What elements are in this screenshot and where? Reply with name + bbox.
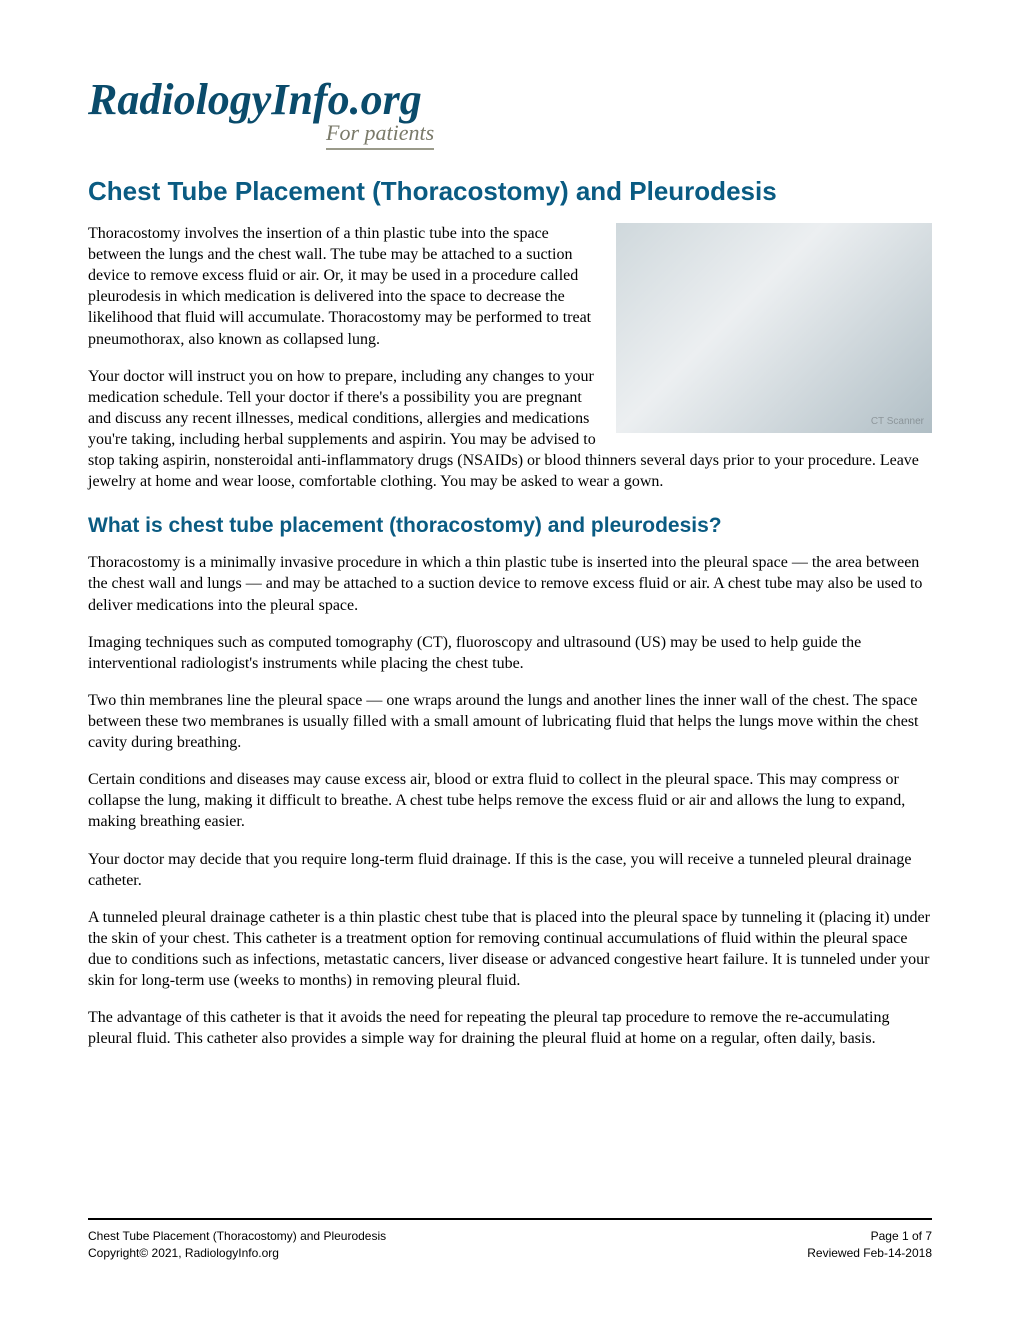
footer-reviewed-date: Reviewed Feb-14-2018 (807, 1245, 932, 1262)
body-paragraph: Certain conditions and diseases may caus… (88, 769, 932, 832)
body-paragraph: The advantage of this catheter is that i… (88, 1007, 932, 1049)
logo-sub-text: For patients (326, 120, 434, 150)
page-footer: Chest Tube Placement (Thoracostomy) and … (88, 1218, 932, 1262)
footer-right: Page 1 of 7 Reviewed Feb-14-2018 (807, 1228, 932, 1262)
footer-doc-title: Chest Tube Placement (Thoracostomy) and … (88, 1228, 386, 1245)
footer-row: Chest Tube Placement (Thoracostomy) and … (88, 1228, 932, 1262)
footer-page-number: Page 1 of 7 (807, 1228, 932, 1245)
body-paragraph: A tunneled pleural drainage catheter is … (88, 907, 932, 991)
page-content: RadiologyInfo.org For patients Chest Tub… (0, 0, 1020, 1049)
section-heading-1: What is chest tube placement (thoracosto… (88, 514, 932, 538)
body-paragraph: Your doctor may decide that you require … (88, 849, 932, 891)
hero-image (616, 223, 932, 433)
footer-rule (88, 1218, 932, 1220)
body-paragraph: Imaging techniques such as computed tomo… (88, 632, 932, 674)
body-paragraph: Thoracostomy is a minimally invasive pro… (88, 552, 932, 615)
logo-main-text: RadiologyInfo.org (88, 78, 932, 122)
body-paragraph: Two thin membranes line the pleural spac… (88, 690, 932, 753)
footer-copyright: Copyright© 2021, RadiologyInfo.org (88, 1245, 386, 1262)
page-title: Chest Tube Placement (Thoracostomy) and … (88, 176, 932, 207)
site-logo: RadiologyInfo.org For patients (88, 78, 932, 150)
footer-left: Chest Tube Placement (Thoracostomy) and … (88, 1228, 386, 1262)
